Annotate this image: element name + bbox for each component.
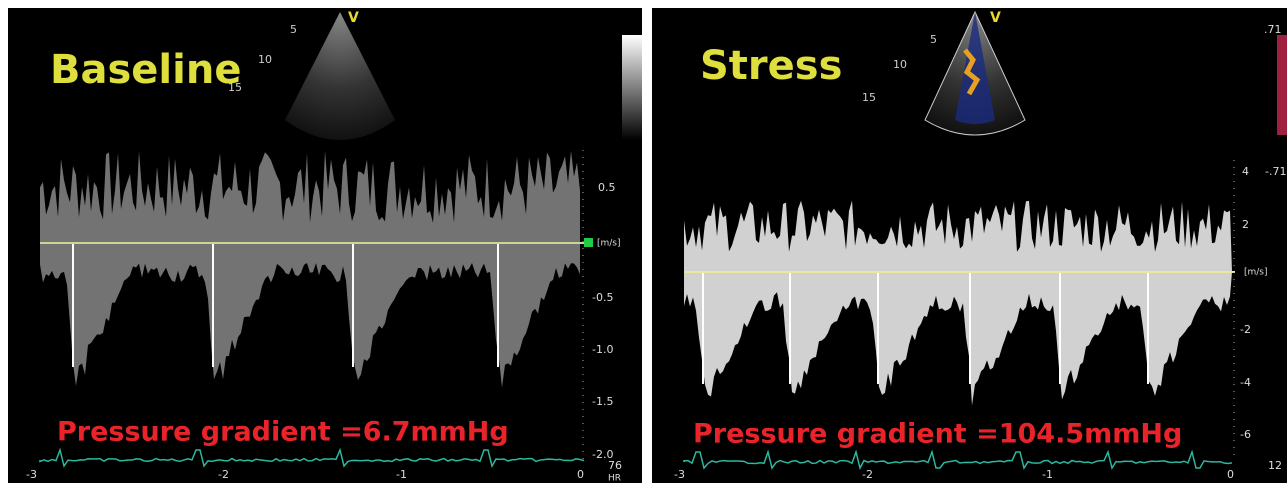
- probe-mark: V: [990, 10, 1001, 26]
- baseline-marker: [584, 238, 593, 247]
- scale-label: -4: [1240, 376, 1251, 389]
- scale-label: -0.5: [592, 291, 613, 304]
- depth-mark: 15: [862, 91, 876, 104]
- depth-mark: 10: [258, 53, 272, 66]
- scale-label: 4: [1242, 165, 1249, 178]
- scale-label: 2: [1242, 218, 1249, 231]
- scale-label: -2: [1240, 323, 1251, 336]
- depth-mark: 5: [930, 33, 937, 46]
- scale-label: [m/s]: [597, 239, 621, 249]
- time-label: -1: [396, 468, 407, 481]
- gray-scale-bar: [622, 35, 642, 140]
- depth-mark: 5: [290, 23, 297, 36]
- time-label: -2: [862, 468, 873, 481]
- heart-rate: 76: [608, 459, 622, 472]
- scale-label: -6: [1240, 428, 1251, 441]
- depth-mark: 10: [893, 58, 907, 71]
- measurement: Pressure gradient =6.7mmHg: [57, 417, 509, 448]
- time-label: 0: [1227, 468, 1234, 481]
- time-label: -1: [1042, 468, 1053, 481]
- color-scale-top: .71: [1264, 23, 1282, 36]
- probe-mark: V: [348, 10, 359, 26]
- panel-title: Stress: [700, 43, 842, 89]
- heart-rate: 12: [1268, 459, 1282, 472]
- heart-rate-label: HR: [608, 474, 621, 483]
- panel-title: Baseline: [50, 47, 241, 93]
- page: Baseline V 5 10 15 0.5 [m/s] -0.5 -1.0 -…: [0, 0, 1287, 483]
- measurement: Pressure gradient =104.5mmHg: [693, 419, 1182, 450]
- scale-label: -1.5: [592, 395, 613, 408]
- figure: Baseline V 5 10 15 0.5 [m/s] -0.5 -1.0 -…: [0, 0, 1287, 483]
- color-scale-bar: [1277, 35, 1287, 135]
- scale-label: [m/s]: [1244, 268, 1268, 278]
- scale-label: -1.0: [592, 343, 613, 356]
- time-label: -3: [26, 468, 37, 481]
- time-label: -3: [674, 468, 685, 481]
- time-label: 0: [577, 468, 584, 481]
- color-scale-bottom: -.71: [1265, 165, 1286, 178]
- time-label: -2: [218, 468, 229, 481]
- scale-label: 0.5: [598, 181, 616, 194]
- depth-mark: 15: [228, 81, 242, 94]
